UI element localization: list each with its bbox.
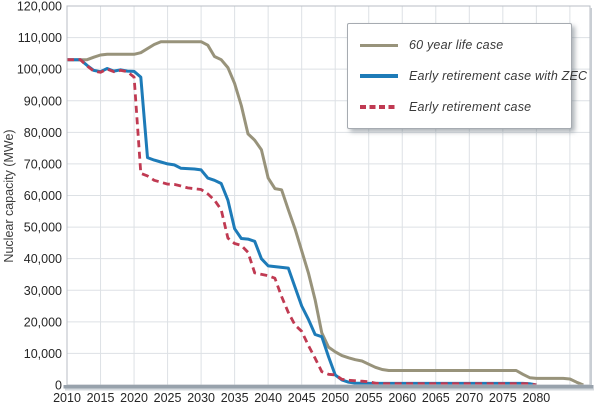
y-axis-title: Nuclear capacity (MWe) — [2, 129, 16, 262]
legend-swatch-early-retirement-with-zec — [360, 74, 398, 78]
x-tick-label: 2075 — [489, 391, 517, 405]
legend-label: 60 year life case — [409, 38, 504, 53]
x-tick-label: 2045 — [288, 391, 316, 405]
x-tick-label: 2050 — [321, 391, 349, 405]
y-tick-label: 70,000 — [24, 157, 62, 171]
legend-item-60-year-life-case: 60 year life case — [360, 38, 571, 52]
legend-item-early-retirement: Early retirement case — [360, 100, 571, 114]
x-axis-shadow — [65, 388, 594, 391]
legend-label: Early retirement case with ZEC — [409, 68, 588, 83]
x-tick-label: 2020 — [120, 391, 148, 405]
y-tick-label: 60,000 — [24, 189, 62, 203]
y-tick-label: 110,000 — [18, 31, 62, 45]
y-tick-label: 80,000 — [24, 126, 62, 140]
y-tick-label: 90,000 — [24, 94, 62, 108]
legend-item-early-retirement-with-zec: Early retirement case with ZEC — [360, 69, 587, 83]
tick-labels: 2010 2015 2020 2025 2030 2035 2040 2045 2050 2055… — [17, 0, 550, 405]
y-tick-label: 100,000 — [17, 63, 62, 77]
x-tick-label: 2030 — [187, 391, 215, 405]
x-tick-label: 2040 — [254, 391, 282, 405]
y-tick-label: 120,000 — [17, 0, 62, 14]
y-tick-label: 0 — [55, 379, 62, 393]
x-tick-label: 2010 — [53, 391, 81, 405]
legend: 60 year life case Early retirement case … — [347, 23, 587, 129]
x-tick-label: 2015 — [87, 391, 115, 405]
x-tick-label: 2065 — [422, 391, 450, 405]
legend-swatch-early-retirement — [360, 104, 398, 109]
series-lines — [67, 40, 584, 387]
legend-swatch-60-year-life-case — [360, 43, 398, 48]
x-tick-label: 2025 — [154, 391, 182, 405]
legend-label: Early retirement case — [409, 99, 532, 114]
x-tick-label: 2060 — [388, 391, 416, 405]
series-line-60-year-life-case — [67, 40, 584, 387]
plot-shadow-right — [590, 8, 592, 387]
x-tick-label: 2080 — [522, 391, 550, 405]
x-axis-line — [63, 385, 594, 389]
axes — [63, 5, 594, 391]
x-tick-label: 2055 — [355, 391, 383, 405]
y-tick-label: 30,000 — [24, 284, 62, 298]
y-tick-label: 40,000 — [24, 252, 62, 266]
x-tick-label: 2070 — [455, 391, 483, 405]
series-line-early-retirement-case — [67, 58, 537, 387]
y-tick-label: 50,000 — [24, 221, 62, 235]
x-tick-label: 2035 — [221, 391, 249, 405]
y-tick-label: 20,000 — [24, 315, 62, 329]
y-tick-label: 10,000 — [24, 347, 62, 361]
